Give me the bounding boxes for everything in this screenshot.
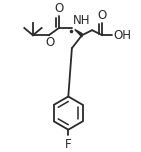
Text: O: O [45, 36, 54, 49]
Text: NH: NH [73, 14, 90, 27]
Text: O: O [98, 9, 107, 22]
Text: OH: OH [113, 29, 131, 42]
Polygon shape [75, 29, 82, 37]
Text: F: F [65, 138, 72, 151]
Text: O: O [54, 2, 64, 15]
